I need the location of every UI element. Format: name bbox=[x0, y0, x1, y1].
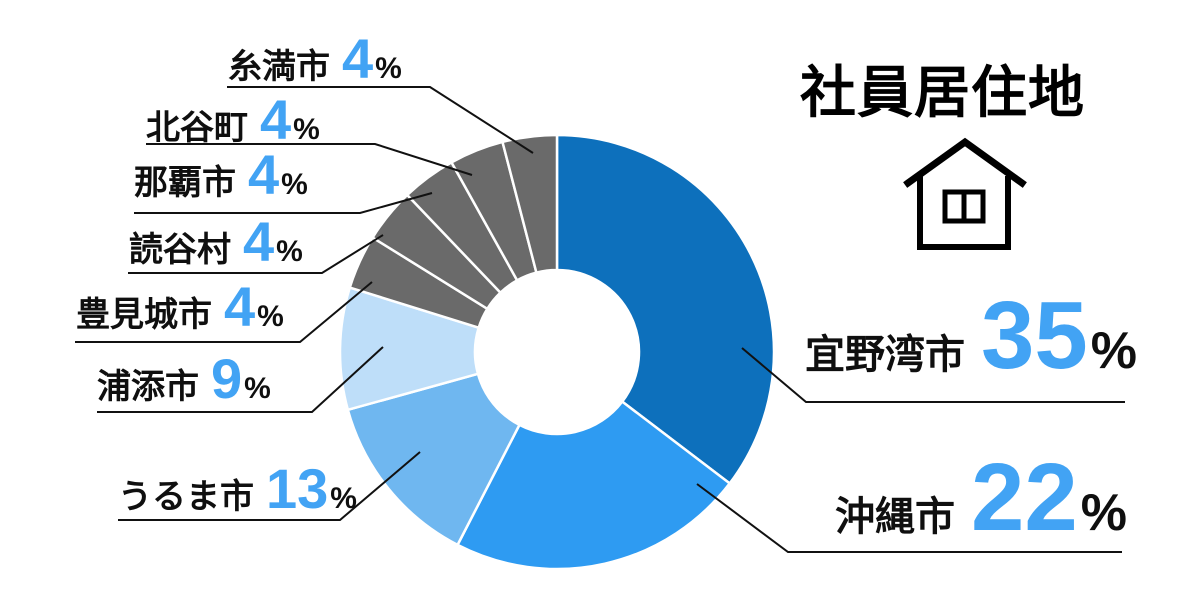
label-okinawa: 沖縄市 22 % bbox=[835, 450, 1127, 546]
donut-slice-宜野湾市 bbox=[555, 133, 776, 485]
percent-value: 4 bbox=[260, 88, 292, 151]
page-title: 社員居住地 bbox=[800, 61, 1085, 124]
percent-sign: % bbox=[276, 235, 303, 268]
percent-sign: % bbox=[330, 482, 357, 515]
leader-itoman bbox=[227, 86, 534, 154]
percent-value: 4 bbox=[224, 275, 256, 338]
percent-sign: % bbox=[293, 113, 320, 146]
city-name: 読谷村 bbox=[129, 231, 231, 269]
label-tomigusuku: 豊見城市 4 % bbox=[76, 279, 284, 335]
donut-slice-沖縄市 bbox=[456, 400, 731, 571]
city-name: 浦添市 bbox=[97, 368, 199, 406]
city-name: 宜野湾市 bbox=[805, 333, 965, 377]
percent-value: 13 bbox=[266, 457, 329, 520]
city-name: 豊見城市 bbox=[76, 296, 212, 334]
percent-sign: % bbox=[244, 372, 271, 405]
label-naha: 那覇市 4 % bbox=[134, 147, 308, 203]
leader-naha bbox=[134, 192, 433, 214]
donut-slices bbox=[338, 133, 776, 571]
leader-uruma bbox=[118, 451, 421, 521]
percent-value: 22 bbox=[971, 444, 1078, 551]
leader-urasoe bbox=[97, 346, 384, 413]
label-ginowan: 宜野湾市 35 % bbox=[805, 288, 1137, 384]
leader-okinawa bbox=[696, 483, 1122, 553]
label-urasoe: 浦添市 9 % bbox=[97, 351, 271, 407]
percent-value: 9 bbox=[211, 347, 243, 410]
percent-value: 4 bbox=[243, 210, 275, 273]
city-name: うるま市 bbox=[118, 478, 254, 516]
percent-value: 4 bbox=[248, 143, 280, 206]
label-itoman: 糸満市 4 % bbox=[228, 31, 402, 87]
label-chatan: 北谷町 4 % bbox=[146, 92, 320, 148]
percent-value: 35 bbox=[981, 282, 1088, 389]
percent-sign: % bbox=[375, 52, 402, 85]
leader-chatan bbox=[146, 143, 473, 176]
percent-sign: % bbox=[1090, 322, 1138, 380]
city-name: 糸満市 bbox=[228, 48, 330, 86]
percent-value: 4 bbox=[342, 27, 374, 90]
leader-tomigusuku bbox=[75, 281, 373, 343]
leader-lines bbox=[75, 86, 1125, 553]
leader-ginowan bbox=[741, 347, 1125, 403]
city-name: 那覇市 bbox=[134, 164, 236, 202]
percent-sign: % bbox=[281, 168, 308, 201]
leader-yomitan bbox=[128, 234, 384, 274]
percent-sign: % bbox=[257, 300, 284, 333]
label-uruma: うるま市 13 % bbox=[118, 461, 357, 517]
city-name: 沖縄市 bbox=[835, 495, 955, 539]
label-yomitan: 読谷村 4 % bbox=[129, 214, 303, 270]
city-name: 北谷町 bbox=[146, 109, 248, 147]
house-icon bbox=[903, 137, 1027, 250]
donut-slice-糸満市 bbox=[501, 133, 559, 274]
percent-sign: % bbox=[1080, 484, 1128, 542]
donut-slice-うるま市 bbox=[346, 372, 521, 547]
